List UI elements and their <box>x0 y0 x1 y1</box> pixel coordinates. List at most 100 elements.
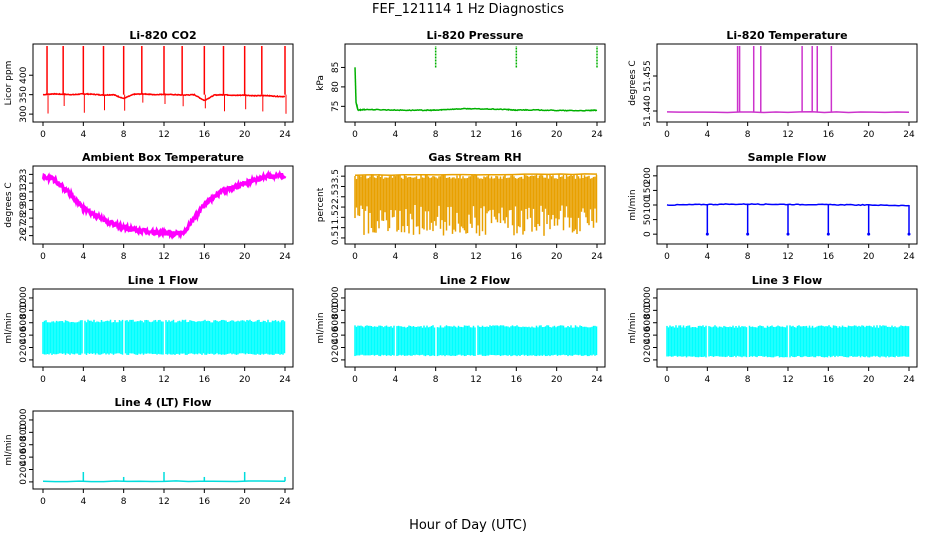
plot-frame <box>344 288 606 368</box>
x-tick-label: 0 <box>40 497 46 507</box>
dip-point <box>746 232 750 236</box>
chart-title: Line 2 Flow <box>440 274 510 287</box>
y-tick-label: 600 <box>19 314 29 331</box>
y-tick-label: 33 <box>19 169 29 180</box>
chart-panel-3: Li-820 Temperature degrees C 0 4 8 12 16 20 24 51… <box>628 29 918 140</box>
y-tick-label: 400 <box>19 326 29 343</box>
x-tick-label: 24 <box>591 130 603 140</box>
y-tick-label: 0 <box>331 357 341 363</box>
y-axis-label: ml/min <box>4 434 14 465</box>
x-tick-label: 24 <box>903 252 915 262</box>
y-tick-label: 1.5 <box>331 210 341 224</box>
y-axis-label: degrees C <box>628 60 638 105</box>
y-tick-label: 3 <box>331 184 341 190</box>
y-tick-label: 1 <box>331 225 341 231</box>
x-tick-label: 4 <box>392 375 398 385</box>
data-band <box>42 319 286 355</box>
dip-point <box>867 232 871 236</box>
y-tick-label: 0 <box>643 357 653 363</box>
x-tick-label: 4 <box>704 130 710 140</box>
y-tick-label: 800 <box>643 301 653 318</box>
dip-point <box>705 232 709 236</box>
x-tick-label: 8 <box>745 375 751 385</box>
x-tick-label: 12 <box>158 252 169 262</box>
x-tick-label: 4 <box>80 252 86 262</box>
series-line <box>41 169 287 240</box>
x-tick-label: 12 <box>158 497 169 507</box>
x-tick-label: 16 <box>199 130 211 140</box>
x-tick-label: 12 <box>470 375 481 385</box>
chart-title: Ambient Box Temperature <box>82 151 244 164</box>
x-tick-label: 0 <box>664 252 670 262</box>
y-tick-label: 2.5 <box>331 190 341 204</box>
x-tick-label: 4 <box>80 130 86 140</box>
chart-title: Li-820 Pressure <box>427 29 524 42</box>
x-tick-label: 20 <box>551 375 563 385</box>
x-tick-label: 16 <box>823 252 835 262</box>
y-axis-label: percent <box>316 187 326 222</box>
x-tick-label: 0 <box>40 130 46 140</box>
y-tick-label: 50 <box>643 214 653 226</box>
x-tick-label: 4 <box>704 375 710 385</box>
chart-panel-5: Gas Stream RH percent 0 4 8 12 16 20 24 0.511.522… <box>316 151 606 262</box>
plot-frame <box>656 288 918 368</box>
x-tick-label: 16 <box>511 375 523 385</box>
x-tick-label: 16 <box>823 130 835 140</box>
x-tick-label: 24 <box>279 130 291 140</box>
y-tick-label: 350 <box>19 86 29 103</box>
dip-point <box>786 232 790 236</box>
y-tick-label: 85 <box>331 62 341 73</box>
x-tick-label: 24 <box>903 130 915 140</box>
dip-point <box>907 232 911 236</box>
x-tick-label: 4 <box>704 252 710 262</box>
x-tick-label: 8 <box>121 375 127 385</box>
y-tick-label: 400 <box>643 326 653 343</box>
y-tick-label: 2 <box>331 204 341 210</box>
y-axis-label: ml/min <box>316 312 326 343</box>
x-tick-label: 0 <box>352 130 358 140</box>
y-tick-label: 1000 <box>331 286 341 309</box>
chart-title: Li-820 Temperature <box>726 29 847 42</box>
y-tick-label: 31 <box>19 186 29 197</box>
data-band <box>354 174 598 236</box>
x-tick-label: 0 <box>664 130 670 140</box>
y-axis-label: kPa <box>316 75 326 91</box>
x-tick-label: 4 <box>392 130 398 140</box>
x-tick-label: 20 <box>863 130 875 140</box>
data-band <box>354 325 598 357</box>
x-tick-label: 20 <box>239 252 251 262</box>
x-tick-label: 0 <box>352 375 358 385</box>
chart-title: Gas Stream RH <box>428 151 521 164</box>
y-tick-label: 600 <box>643 314 653 331</box>
y-tick-label: 200 <box>643 339 653 356</box>
y-tick-label: 200 <box>331 339 341 356</box>
x-tick-label: 8 <box>745 252 751 262</box>
x-tick-label: 16 <box>823 375 835 385</box>
y-axis-label: Licor ppm <box>4 61 14 106</box>
y-tick-label: 80 <box>331 81 341 93</box>
x-tick-label: 24 <box>591 252 603 262</box>
plot-frame <box>32 165 294 245</box>
x-tick-label: 12 <box>782 375 793 385</box>
x-tick-label: 20 <box>239 375 251 385</box>
x-tick-label: 8 <box>433 130 439 140</box>
y-tick-label: 800 <box>19 301 29 318</box>
plot-frame <box>656 43 918 123</box>
x-tick-label: 0 <box>40 252 46 262</box>
y-tick-label: 600 <box>331 314 341 331</box>
y-tick-label: 32 <box>19 177 29 188</box>
y-tick-label: 1000 <box>19 408 29 431</box>
y-tick-label: 51.440 <box>643 95 653 127</box>
chart-title: Li-820 CO2 <box>129 29 196 42</box>
x-tick-label: 12 <box>470 130 481 140</box>
chart-title: Line 3 Flow <box>752 274 822 287</box>
x-tick-label: 0 <box>40 375 46 385</box>
y-tick-label: 400 <box>331 326 341 343</box>
x-tick-label: 8 <box>121 130 127 140</box>
